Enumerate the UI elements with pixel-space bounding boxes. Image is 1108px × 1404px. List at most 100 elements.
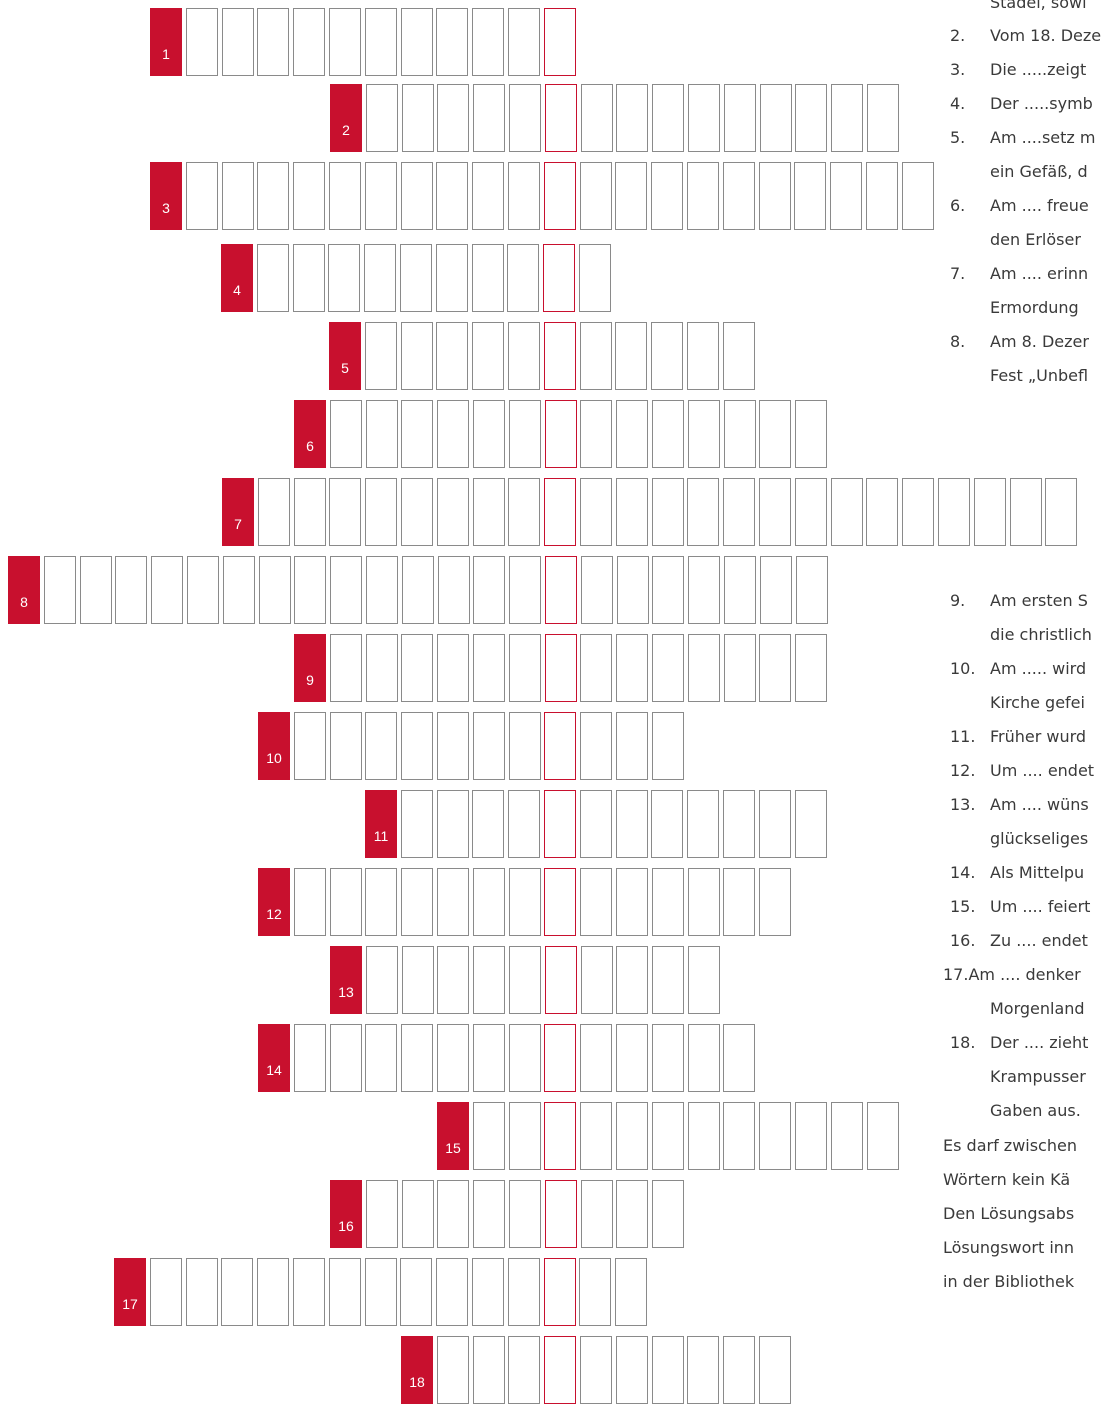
solution-letter-cell[interactable] bbox=[544, 1102, 576, 1170]
letter-cell[interactable] bbox=[401, 634, 433, 702]
letter-cell[interactable] bbox=[330, 556, 362, 624]
letter-cell[interactable] bbox=[580, 712, 612, 780]
letter-cell[interactable] bbox=[400, 1258, 432, 1326]
letter-cell[interactable] bbox=[437, 946, 469, 1014]
letter-cell[interactable] bbox=[80, 556, 112, 624]
letter-cell[interactable] bbox=[329, 162, 361, 230]
letter-cell[interactable] bbox=[509, 868, 541, 936]
letter-cell[interactable] bbox=[366, 946, 398, 1014]
letter-cell[interactable] bbox=[723, 868, 755, 936]
letter-cell[interactable] bbox=[652, 1336, 684, 1404]
letter-cell[interactable] bbox=[401, 8, 433, 76]
letter-cell[interactable] bbox=[759, 1336, 791, 1404]
letter-cell[interactable] bbox=[402, 556, 434, 624]
letter-cell[interactable] bbox=[328, 244, 360, 312]
letter-cell[interactable] bbox=[366, 634, 398, 702]
solution-letter-cell[interactable] bbox=[545, 400, 577, 468]
letter-cell[interactable] bbox=[652, 1024, 684, 1092]
letter-cell[interactable] bbox=[401, 712, 433, 780]
letter-cell[interactable] bbox=[688, 84, 720, 152]
letter-cell[interactable] bbox=[1010, 478, 1042, 546]
letter-cell[interactable] bbox=[365, 162, 397, 230]
letter-cell[interactable] bbox=[222, 8, 254, 76]
letter-cell[interactable] bbox=[831, 1102, 863, 1170]
letter-cell[interactable] bbox=[759, 478, 791, 546]
letter-cell[interactable] bbox=[186, 1258, 218, 1326]
letter-cell[interactable] bbox=[436, 322, 468, 390]
letter-cell[interactable] bbox=[652, 946, 684, 1014]
letter-cell[interactable] bbox=[688, 556, 720, 624]
letter-cell[interactable] bbox=[795, 84, 827, 152]
letter-cell[interactable] bbox=[508, 1336, 540, 1404]
letter-cell[interactable] bbox=[615, 1258, 647, 1326]
solution-letter-cell[interactable] bbox=[544, 478, 576, 546]
letter-cell[interactable] bbox=[795, 634, 827, 702]
solution-letter-cell[interactable] bbox=[545, 1180, 577, 1248]
letter-cell[interactable] bbox=[724, 84, 756, 152]
letter-cell[interactable] bbox=[760, 556, 792, 624]
letter-cell[interactable] bbox=[652, 556, 684, 624]
letter-cell[interactable] bbox=[366, 1180, 398, 1248]
letter-cell[interactable] bbox=[580, 1336, 612, 1404]
letter-cell[interactable] bbox=[330, 400, 362, 468]
letter-cell[interactable] bbox=[330, 712, 362, 780]
letter-cell[interactable] bbox=[616, 400, 648, 468]
solution-letter-cell[interactable] bbox=[544, 8, 576, 76]
solution-letter-cell[interactable] bbox=[544, 790, 576, 858]
solution-letter-cell[interactable] bbox=[545, 84, 577, 152]
letter-cell[interactable] bbox=[938, 478, 970, 546]
letter-cell[interactable] bbox=[473, 634, 505, 702]
letter-cell[interactable] bbox=[365, 478, 397, 546]
letter-cell[interactable] bbox=[437, 868, 469, 936]
letter-cell[interactable] bbox=[974, 478, 1006, 546]
letter-cell[interactable] bbox=[509, 84, 541, 152]
letter-cell[interactable] bbox=[759, 634, 791, 702]
letter-cell[interactable] bbox=[652, 478, 684, 546]
letter-cell[interactable] bbox=[365, 712, 397, 780]
letter-cell[interactable] bbox=[509, 946, 541, 1014]
letter-cell[interactable] bbox=[365, 868, 397, 936]
letter-cell[interactable] bbox=[794, 162, 826, 230]
letter-cell[interactable] bbox=[688, 634, 720, 702]
letter-cell[interactable] bbox=[508, 1258, 540, 1326]
letter-cell[interactable] bbox=[723, 322, 755, 390]
letter-cell[interactable] bbox=[364, 244, 396, 312]
letter-cell[interactable] bbox=[867, 1102, 899, 1170]
letter-cell[interactable] bbox=[652, 1102, 684, 1170]
letter-cell[interactable] bbox=[615, 162, 647, 230]
letter-cell[interactable] bbox=[472, 322, 504, 390]
letter-cell[interactable] bbox=[652, 400, 684, 468]
letter-cell[interactable] bbox=[437, 84, 469, 152]
letter-cell[interactable] bbox=[795, 478, 827, 546]
letter-cell[interactable] bbox=[509, 1102, 541, 1170]
letter-cell[interactable] bbox=[509, 1024, 541, 1092]
letter-cell[interactable] bbox=[615, 322, 647, 390]
letter-cell[interactable] bbox=[795, 1102, 827, 1170]
letter-cell[interactable] bbox=[795, 400, 827, 468]
letter-cell[interactable] bbox=[258, 478, 290, 546]
letter-cell[interactable] bbox=[437, 634, 469, 702]
letter-cell[interactable] bbox=[366, 400, 398, 468]
letter-cell[interactable] bbox=[473, 556, 505, 624]
letter-cell[interactable] bbox=[365, 322, 397, 390]
letter-cell[interactable] bbox=[473, 400, 505, 468]
letter-cell[interactable] bbox=[257, 8, 289, 76]
solution-letter-cell[interactable] bbox=[544, 868, 576, 936]
solution-letter-cell[interactable] bbox=[545, 946, 577, 1014]
letter-cell[interactable] bbox=[580, 1024, 612, 1092]
letter-cell[interactable] bbox=[581, 1180, 613, 1248]
letter-cell[interactable] bbox=[580, 478, 612, 546]
letter-cell[interactable] bbox=[508, 790, 540, 858]
letter-cell[interactable] bbox=[616, 946, 648, 1014]
letter-cell[interactable] bbox=[723, 790, 755, 858]
letter-cell[interactable] bbox=[365, 1024, 397, 1092]
letter-cell[interactable] bbox=[616, 1024, 648, 1092]
letter-cell[interactable] bbox=[651, 162, 683, 230]
letter-cell[interactable] bbox=[687, 162, 719, 230]
letter-cell[interactable] bbox=[187, 556, 219, 624]
letter-cell[interactable] bbox=[796, 556, 828, 624]
letter-cell[interactable] bbox=[150, 1258, 182, 1326]
letter-cell[interactable] bbox=[902, 162, 934, 230]
letter-cell[interactable] bbox=[616, 478, 648, 546]
letter-cell[interactable] bbox=[580, 162, 612, 230]
